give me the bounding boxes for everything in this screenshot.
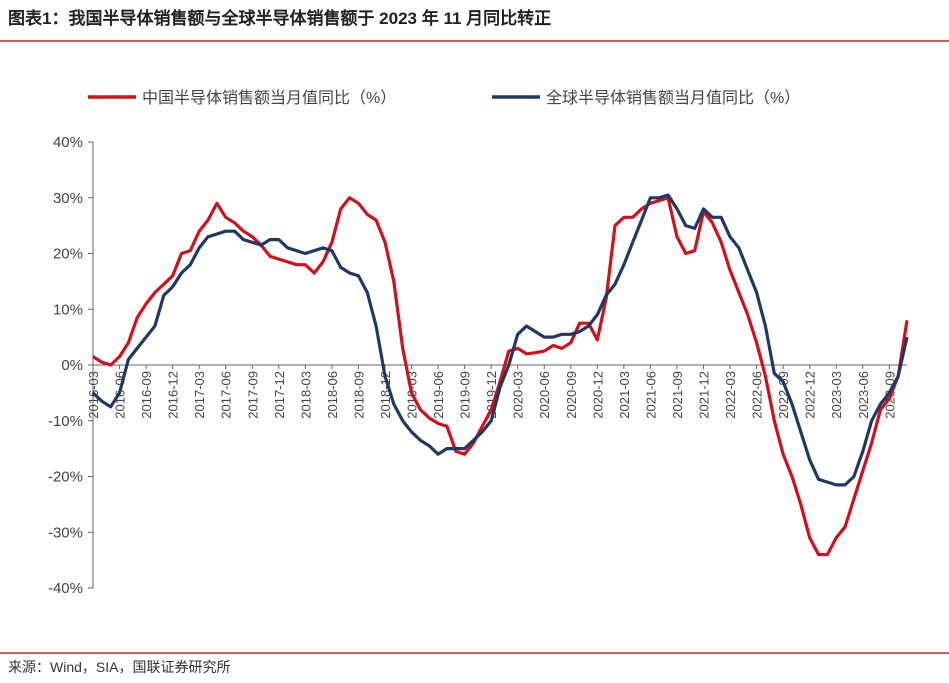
x-tick-label: 2016-12 xyxy=(166,371,181,419)
y-tick-label: -40% xyxy=(48,580,83,597)
y-tick-label: -10% xyxy=(48,413,83,430)
series-line xyxy=(91,193,909,487)
x-tick-label: 2023-06 xyxy=(856,371,871,419)
y-tick-label: 20% xyxy=(53,246,83,263)
x-tick-label: 2021-12 xyxy=(697,371,712,419)
x-tick-label: 2022-03 xyxy=(723,371,738,419)
y-tick-label: 30% xyxy=(53,190,83,207)
y-tick-label: 40% xyxy=(53,134,83,151)
x-tick-label: 2023-03 xyxy=(829,371,844,419)
x-tick-label: 2018-06 xyxy=(325,371,340,419)
x-tick-label: 2022-06 xyxy=(750,371,765,419)
x-tick-label: 2020-06 xyxy=(537,371,552,419)
y-tick-label: -30% xyxy=(48,524,83,541)
legend-label: 全球半导体销售额当月值同比（%） xyxy=(546,89,800,107)
x-tick-label: 2020-09 xyxy=(564,371,579,419)
legend-label: 中国半导体销售额当月值同比（%） xyxy=(142,89,396,107)
x-tick-label: 2018-12 xyxy=(378,371,393,419)
x-tick-label: 2018-09 xyxy=(351,371,366,419)
x-tick-label: 2016-09 xyxy=(139,371,154,419)
chart-title: 图表1：我国半导体销售额与全球半导体销售额于 2023 年 11 月同比转正 xyxy=(8,8,551,28)
x-tick-label: 2017-09 xyxy=(245,371,260,419)
x-tick-label: 2019-09 xyxy=(458,371,473,419)
x-tick-label: 2017-12 xyxy=(272,371,287,419)
x-tick-label: 2020-03 xyxy=(511,371,526,419)
x-tick-label: 2021-09 xyxy=(670,371,685,419)
x-tick-label: 2022-09 xyxy=(776,371,791,419)
x-tick-label: 2017-03 xyxy=(192,371,207,419)
x-tick-label: 2019-06 xyxy=(431,371,446,419)
y-tick-label: -20% xyxy=(48,469,83,486)
source: 来源：Wind，SIA，国联证券研究所 xyxy=(8,659,230,675)
x-tick-label: 2018-03 xyxy=(298,371,313,419)
x-tick-label: 2021-06 xyxy=(643,371,658,419)
x-tick-label: 2020-12 xyxy=(590,371,605,419)
x-tick-label: 2017-06 xyxy=(219,371,234,419)
series-line xyxy=(92,196,909,557)
x-tick-label: 2021-03 xyxy=(617,371,632,419)
y-tick-label: 0% xyxy=(61,357,83,374)
y-tick-label: 10% xyxy=(53,301,83,318)
x-tick-label: 2022-12 xyxy=(803,371,818,419)
